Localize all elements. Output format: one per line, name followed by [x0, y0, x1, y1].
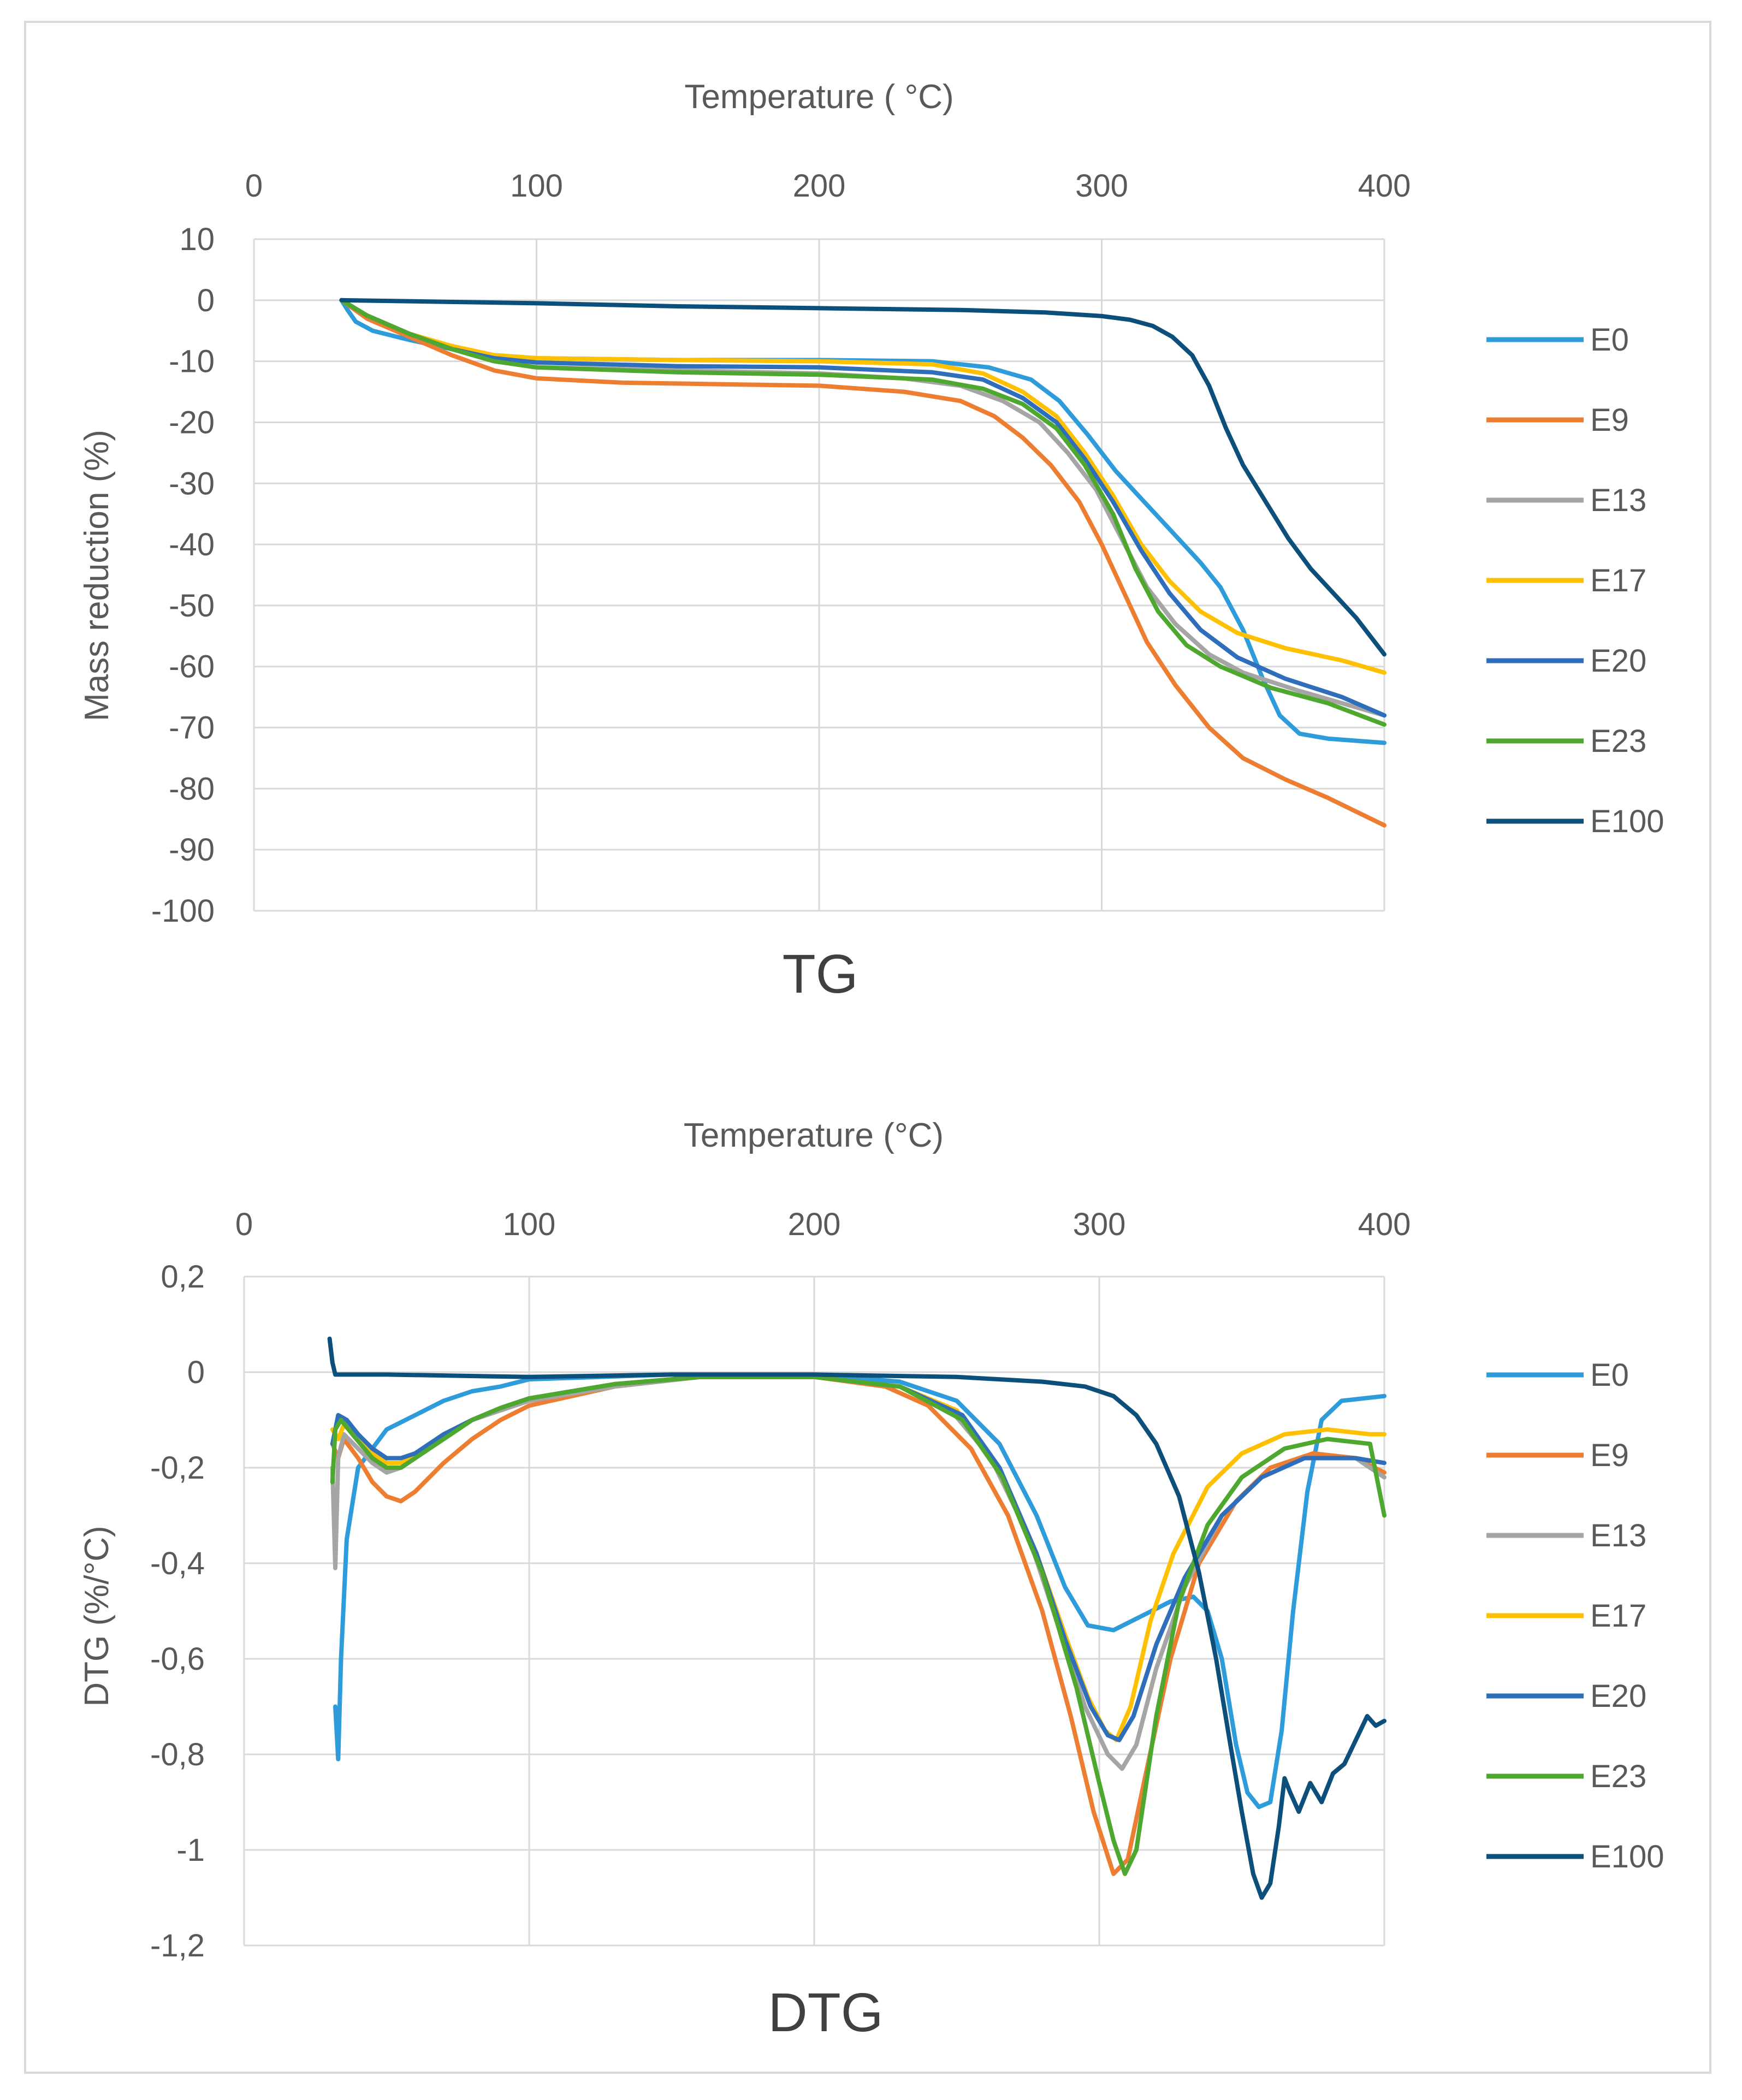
- tg-y-tick-label: -50: [169, 588, 215, 624]
- tg-series-e17: [339, 298, 1387, 675]
- tg-x-tick-label: 200: [793, 168, 846, 204]
- dtg-legend-label-e23: E23: [1590, 1759, 1646, 1794]
- tg-y-tick-labels: 10 0 -10 -20 -30 -40 -50 -60 -70 -80 -90 -100: [151, 222, 215, 929]
- tg-y-tick-label: -90: [169, 832, 215, 868]
- dtg-x-tick-label: 100: [503, 1207, 556, 1242]
- tg-legend-label-e9: E9: [1590, 402, 1629, 438]
- dtg-x-tick-label: 200: [788, 1207, 841, 1242]
- tg-y-tick-label: -80: [169, 771, 215, 806]
- dtg-y-tick-label: -1,2: [150, 1928, 205, 1963]
- tg-series-e100: [339, 298, 1387, 657]
- tg-y-axis-title: Mass reduction (%): [78, 430, 116, 721]
- dtg-x-tick-label: 300: [1073, 1207, 1126, 1242]
- dtg-chart-title: DTG: [768, 1982, 883, 2043]
- tg-chart-title: TG: [783, 944, 858, 1005]
- dtg-y-tick-label: -1: [176, 1832, 205, 1868]
- tg-series-e0: [339, 298, 1387, 745]
- dtg-y-tick-label: -0,2: [150, 1450, 205, 1486]
- tg-chart: Temperature ( °C) Mass reduction (%) 0 10…: [78, 78, 1664, 1005]
- dtg-legend-label-e9: E9: [1590, 1438, 1629, 1473]
- tg-y-tick-label: -30: [169, 466, 215, 501]
- dtg-x-tick-labels: 0 100 200 300 400: [235, 1207, 1411, 1242]
- dtg-y-tick-label: -0,4: [150, 1546, 205, 1581]
- tg-y-tick-label: -100: [151, 893, 215, 929]
- dtg-legend-label-e17: E17: [1590, 1598, 1646, 1634]
- tg-x-tick-label: 300: [1075, 168, 1128, 204]
- dtg-chart: Temperature (°C) DTG (%/°C) 0 100 200 300 40…: [78, 1117, 1664, 2043]
- dtg-y-tick-label: -0,8: [150, 1737, 205, 1772]
- dtg-legend-label-e0: E0: [1590, 1357, 1629, 1393]
- dtg-y-tick-label: -0,6: [150, 1641, 205, 1677]
- tg-legend-label-e17: E17: [1590, 563, 1646, 598]
- dtg-y-axis-title: DTG (%/°C): [78, 1526, 116, 1706]
- dtg-series-e9: [330, 1374, 1387, 1876]
- tg-legend: E0 E9 E13 E17 E20 E23 E100: [1486, 322, 1664, 839]
- tg-x-tick-labels: 0 100 200 300 400: [245, 168, 1411, 204]
- dtg-y-tick-label: 0,2: [161, 1259, 205, 1295]
- dtg-series-e23: [330, 1374, 1387, 1876]
- tg-y-tick-label: -40: [169, 527, 215, 562]
- tg-legend-label-e13: E13: [1590, 483, 1646, 518]
- tg-x-tick-label: 100: [510, 168, 563, 204]
- dtg-legend-label-e20: E20: [1590, 1678, 1646, 1714]
- figure-frame: [24, 21, 1711, 2074]
- dtg-legend-label-e13: E13: [1590, 1518, 1646, 1553]
- dtg-y-tick-label: 0: [187, 1355, 205, 1390]
- tg-series-e23: [339, 298, 1387, 727]
- tg-legend-label-e20: E20: [1590, 643, 1646, 679]
- dtg-y-tick-labels: 0,2 0 -0,2 -0,4 -0,6 -0,8 -1 -1,2: [150, 1259, 205, 1963]
- tg-y-tick-label: -60: [169, 649, 215, 685]
- dtg-legend-label-e100: E100: [1590, 1839, 1664, 1874]
- dtg-series-e100: [327, 1336, 1387, 1900]
- tg-y-tick-label: -70: [169, 710, 215, 746]
- dtg-x-tick-label: 0: [235, 1207, 253, 1242]
- tg-legend-label-e100: E100: [1590, 804, 1664, 839]
- tg-y-tick-label: -10: [169, 344, 215, 379]
- tg-series-e9: [339, 298, 1387, 828]
- tg-legend-label-e0: E0: [1590, 322, 1629, 358]
- tg-legend-label-e23: E23: [1590, 723, 1646, 759]
- tg-y-tick-label: -20: [169, 405, 215, 440]
- dtg-grid: [243, 1276, 1385, 1947]
- tg-x-tick-label: 0: [245, 168, 263, 204]
- tg-series-lines: [339, 298, 1387, 828]
- dtg-x-axis-title: Temperature (°C): [684, 1117, 944, 1154]
- tg-grid: [253, 238, 1385, 912]
- tg-y-tick-label: 10: [179, 222, 215, 257]
- tg-x-axis-title: Temperature ( °C): [684, 78, 953, 116]
- tg-y-tick-label: 0: [197, 283, 215, 318]
- dtg-series-e0: [333, 1372, 1387, 1810]
- dtg-series-lines: [327, 1336, 1387, 1900]
- dtg-legend: E0 E9 E13 E17 E20 E23 E100: [1486, 1357, 1664, 1874]
- tg-x-tick-label: 400: [1358, 168, 1411, 204]
- dtg-x-tick-label: 400: [1358, 1207, 1411, 1242]
